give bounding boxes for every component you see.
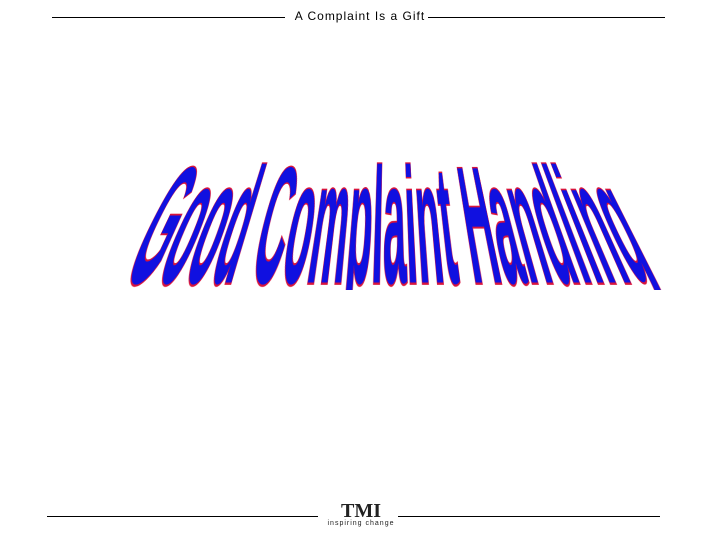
logo-tagline: inspiring change (327, 520, 395, 527)
footer-rule (47, 516, 318, 517)
header-title: A Complaint Is a Gift (294, 9, 426, 23)
wordart-text: Good Complaint Handling (110, 142, 670, 290)
wordart: Good Complaint Handling (93, 141, 687, 334)
wordart-container: Good Complaint Handling (93, 60, 687, 334)
footer-rule (398, 516, 660, 517)
header-rule (52, 17, 285, 18)
logo-mark: TMI (341, 500, 381, 522)
logo: TMI inspiring change (326, 500, 396, 532)
header-rule (428, 17, 665, 18)
